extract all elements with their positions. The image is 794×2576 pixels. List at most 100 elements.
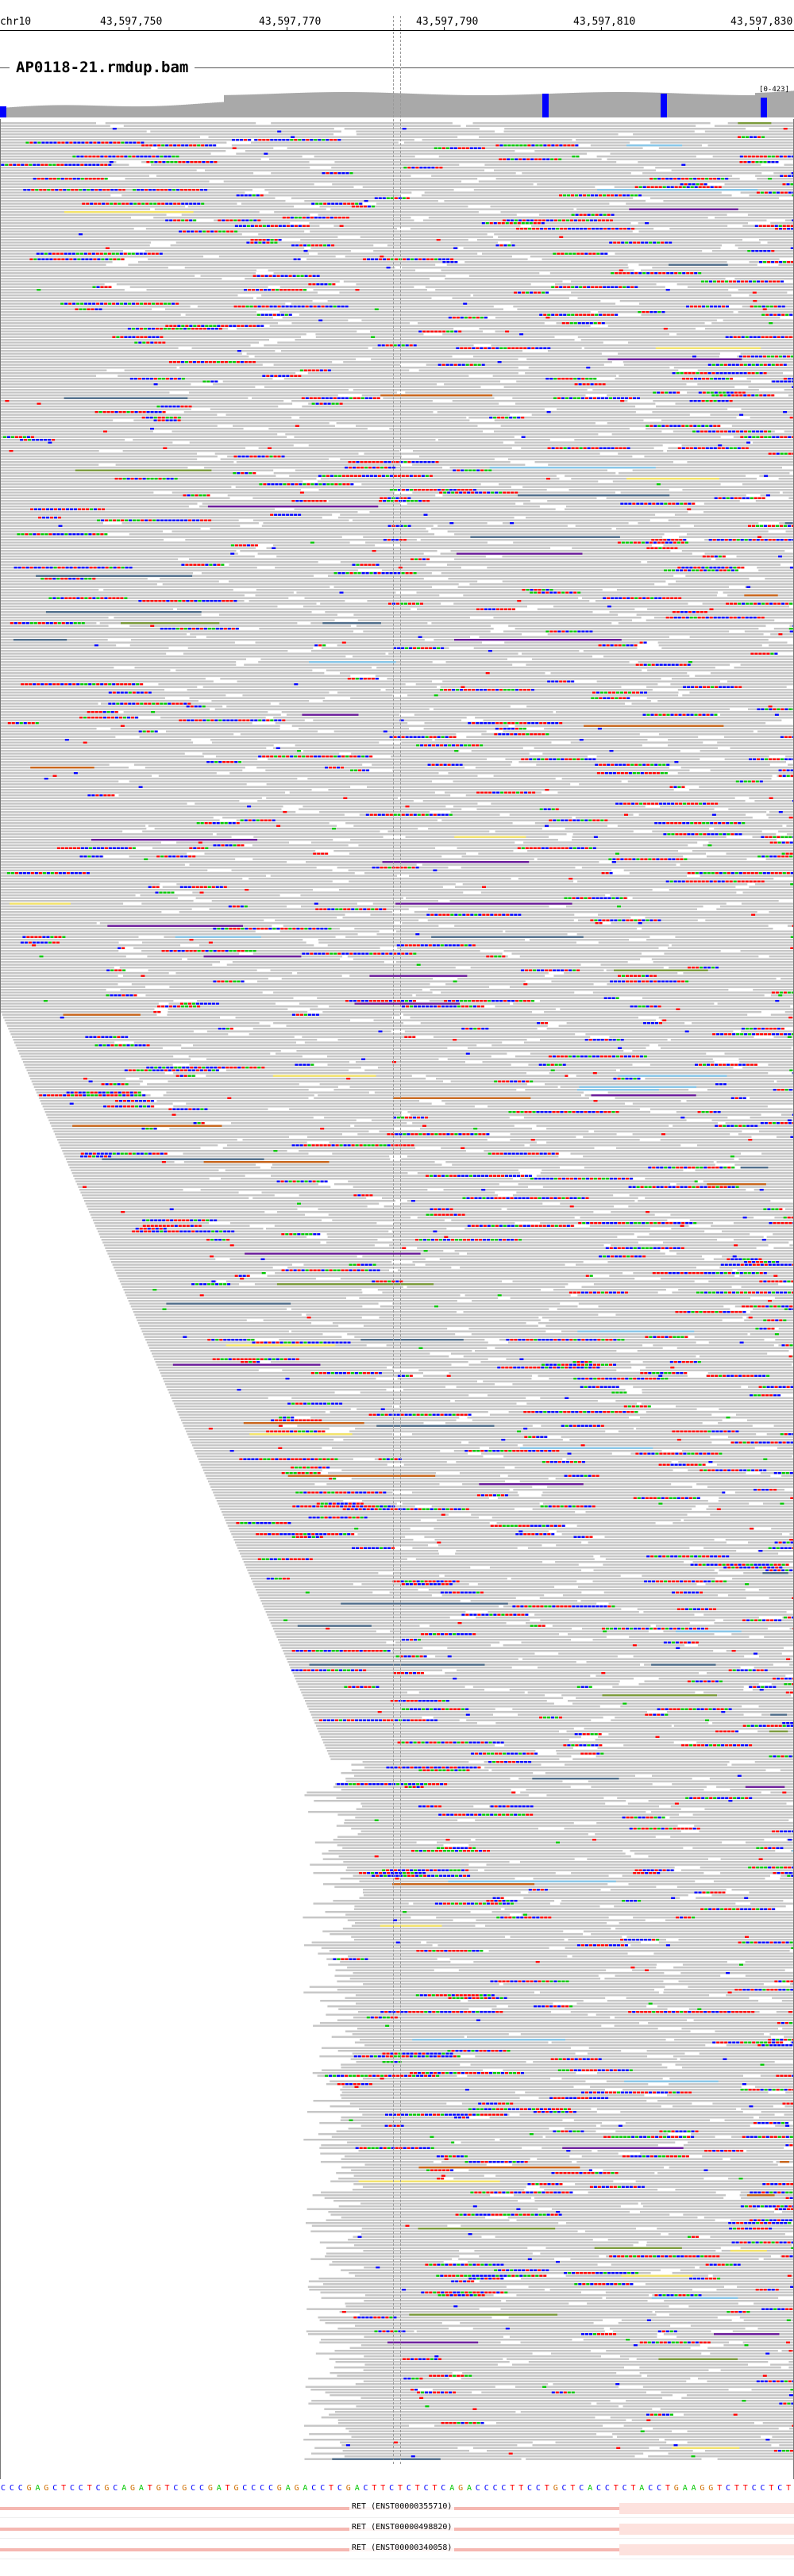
genome-ruler[interactable]: chr10 43,597,750 43,597,770 43,597,790 4… <box>0 0 794 48</box>
mismatch-base <box>615 852 619 855</box>
mismatch-base <box>131 252 135 255</box>
mismatch-base <box>169 378 173 380</box>
mismatch-base <box>718 444 723 447</box>
mismatch-base <box>104 597 108 599</box>
sequencing-read <box>210 408 545 410</box>
mismatch-base <box>707 844 712 847</box>
sequencing-read <box>534 747 719 749</box>
mismatch-base <box>673 541 676 544</box>
mismatch-base <box>664 569 667 571</box>
mismatch-base <box>92 847 96 849</box>
sequencing-read <box>431 175 733 177</box>
sequencing-read <box>628 341 793 344</box>
mismatch-base <box>120 302 124 305</box>
coverage-bar <box>179 105 181 117</box>
sequencing-read <box>333 225 521 227</box>
sequencing-read <box>164 308 503 310</box>
mismatch-base <box>658 822 662 825</box>
sequencing-read <box>1 758 258 760</box>
mismatch-base <box>731 372 735 375</box>
mismatch-base <box>741 280 744 283</box>
sequencing-read <box>140 894 280 897</box>
mismatch-base <box>376 461 380 463</box>
mismatch-base <box>517 600 522 602</box>
sequencing-read <box>703 511 793 513</box>
mismatch-base <box>372 461 376 463</box>
track-title[interactable]: AP0118-21.rmdup.bam <box>10 59 195 76</box>
mismatch-base <box>223 886 227 888</box>
mismatch-base <box>401 572 405 575</box>
sequencing-read <box>512 397 793 399</box>
sequencing-read <box>1 422 330 425</box>
sequencing-read <box>611 861 793 863</box>
mismatch-base <box>84 847 88 849</box>
mismatch-base <box>330 483 334 486</box>
sequencing-read <box>422 800 746 802</box>
mismatch-base <box>678 822 682 825</box>
sequencing-read <box>1 252 310 255</box>
mismatch-base <box>551 447 555 449</box>
sequencing-read <box>315 333 424 336</box>
coverage-bar <box>393 93 395 117</box>
mismatch-base <box>341 217 345 219</box>
mismatch-base <box>425 736 429 738</box>
sequencing-read <box>337 644 637 647</box>
mismatch-base <box>602 383 606 386</box>
mismatch-base <box>739 161 743 163</box>
mismatch-base <box>433 813 437 816</box>
mismatch-base <box>176 406 180 408</box>
mismatch-base <box>767 156 771 158</box>
sequencing-read <box>360 236 494 238</box>
sequencing-read <box>307 778 556 780</box>
mismatch-base <box>151 252 155 255</box>
coverage-bar <box>312 92 314 117</box>
mismatch-base <box>725 617 729 619</box>
mismatch-base <box>146 161 150 163</box>
sequencing-read <box>202 686 437 688</box>
mismatch-base <box>441 813 445 816</box>
coverage-bar <box>107 106 110 117</box>
mismatch-base <box>746 356 750 358</box>
mismatch-base <box>671 539 675 541</box>
mismatch-base <box>52 163 56 166</box>
mismatch-base <box>484 469 488 471</box>
mismatch-base <box>515 689 518 691</box>
sequencing-read <box>1 230 305 233</box>
sequencing-read <box>673 430 775 433</box>
mismatch-base <box>126 478 130 480</box>
mismatch-base <box>559 680 563 682</box>
mismatch-base <box>576 252 580 255</box>
mismatch-base <box>405 813 409 816</box>
mismatch-base <box>116 847 120 849</box>
mismatch-base <box>145 202 149 205</box>
mismatch-base <box>44 533 48 536</box>
coverage-bar <box>557 93 560 117</box>
mismatch-base <box>633 397 636 399</box>
coverage-bar <box>324 92 326 117</box>
mismatch-base <box>784 336 788 338</box>
mismatch-base <box>260 194 264 197</box>
mismatch-base <box>186 161 190 163</box>
mismatch-base <box>149 378 153 380</box>
coverage-track[interactable] <box>0 78 794 117</box>
alignment-reads-panel[interactable] <box>0 119 794 2479</box>
mismatch-base <box>114 189 118 191</box>
mismatch-base <box>373 813 377 816</box>
mismatch-base <box>653 241 657 244</box>
mismatch-base <box>40 683 44 686</box>
mismatch-base <box>109 161 114 163</box>
mismatch-base <box>652 502 656 505</box>
sequencing-read <box>1 194 111 197</box>
mismatch-base <box>360 467 364 469</box>
mismatch-base <box>611 313 615 316</box>
sequencing-read <box>1 313 181 316</box>
mismatch-base <box>697 425 701 427</box>
mismatch-base <box>202 230 206 233</box>
mismatch-base <box>298 225 302 227</box>
mismatch-base <box>607 213 611 216</box>
mismatch-base <box>23 722 27 725</box>
mismatch-base <box>254 719 258 721</box>
mismatch-base <box>662 597 666 599</box>
mismatch-base <box>192 361 196 363</box>
mismatch-base <box>206 600 210 602</box>
